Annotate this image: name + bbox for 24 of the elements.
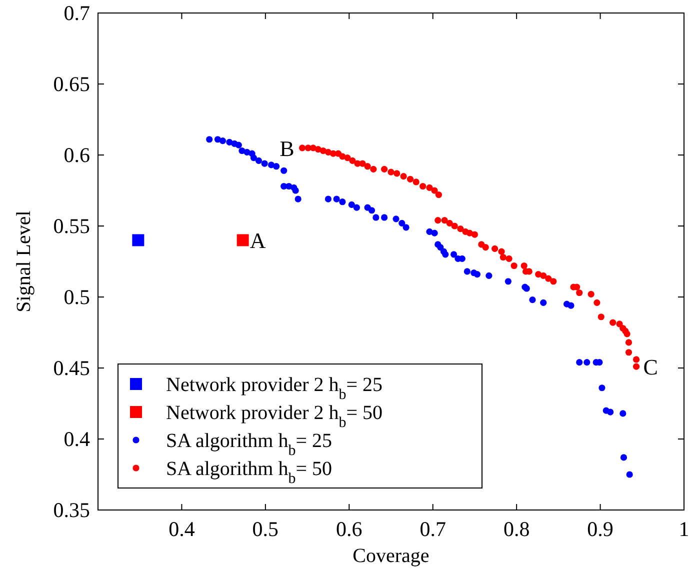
y-tick-label: 0.7: [64, 1, 90, 25]
legend-label: Network provider 2 h$_{b}$= 50: [166, 402, 383, 431]
annotation: B: [280, 136, 294, 161]
x-tick-label: 0.7: [420, 517, 446, 541]
y-tick-label: 0.55: [53, 214, 90, 238]
x-tick-label: 0.6: [336, 517, 362, 541]
y-tick-label: 0.35: [53, 498, 90, 522]
legend-label: Network provider 2 h$_{b}$= 25: [166, 374, 383, 403]
annotation: A: [250, 228, 266, 254]
x-tick-label: 0.8: [503, 517, 530, 541]
annotation: C: [643, 354, 658, 380]
x-tick-label: 0.5: [252, 517, 279, 541]
x-tick-label: 0.9: [587, 517, 614, 541]
x-tick-label: 0.4: [168, 517, 196, 541]
x-axis-title: Coverage: [352, 545, 430, 567]
y-tick-label: 0.4: [64, 427, 90, 451]
y-tick-label: 0.45: [53, 356, 90, 380]
y-axis-title: Signal Level: [13, 210, 35, 312]
legend-label: SA algorithm h$_{b}$= 25: [166, 430, 332, 459]
x-tick-label: 1: [678, 517, 690, 541]
y-tick-label: 0.65: [53, 72, 90, 96]
y-tick-label: 0.5: [64, 285, 90, 309]
y-tick-label: 0.6: [64, 143, 90, 167]
legend-label: SA algorithm h$_{b}$= 50: [166, 458, 332, 487]
